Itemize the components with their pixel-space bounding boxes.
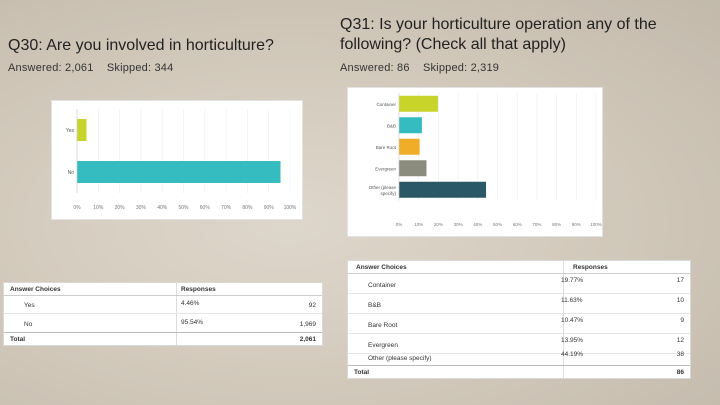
bar-container — [399, 95, 438, 112]
x-tick-label: 20% — [434, 222, 443, 227]
row-label: Evergreen — [368, 342, 398, 349]
x-tick-label: 40% — [157, 205, 168, 211]
x-tick-label: 50% — [178, 205, 189, 211]
x-tick-label: 10% — [414, 222, 423, 227]
table-total-row: Total 86 — [348, 365, 690, 378]
table-row: Yes 4.46% 92 — [4, 296, 322, 314]
row-percent: 44.19% — [561, 351, 584, 358]
bar-other — [399, 181, 487, 198]
q31-title: Q31: Is your horticulture operation any … — [340, 16, 657, 53]
category-label: Evergreen — [375, 166, 396, 171]
total-value: 2,061 — [299, 336, 316, 343]
table-row: Bare Root 10.47% 9 — [348, 314, 690, 334]
q30-answered: Answered: 2,061 — [8, 62, 94, 74]
x-tick-label: 50% — [493, 222, 502, 227]
table-row: B&B 11.63% 10 — [348, 294, 690, 314]
total-label: Total — [10, 336, 26, 343]
total-value: 86 — [676, 369, 684, 376]
row-count: 17 — [676, 277, 684, 284]
row-percent: 11.63% — [561, 297, 583, 304]
column-divider — [563, 261, 564, 378]
x-tick-label: 80% — [552, 222, 561, 227]
row-label: Other (please specify) — [368, 355, 432, 362]
category-label: No — [68, 170, 75, 176]
row-count: 92 — [308, 302, 316, 309]
x-tick-label: 100% — [284, 205, 297, 211]
row-percent: 10.47% — [561, 317, 584, 324]
q31-response-table: Answer Choices Responses Container 19.77… — [347, 260, 691, 379]
table-row: Other (please specify) 44.19% 38 — [348, 351, 690, 365]
table-total-row: Total 2,061 — [4, 332, 322, 345]
table-header: Answer Choices Responses — [4, 283, 322, 296]
row-count: 10 — [676, 297, 684, 304]
category-label: Bare Root — [376, 145, 397, 150]
q30-chart-panel: 0% 10% 20% 30% 40% 50% 60% 70% 80% 90% 100% Yes No — [51, 100, 303, 220]
x-tick-label: 20% — [115, 205, 126, 211]
q31-chart-panel: 0% 10% 20% 30% 40% 50% 60% 70% 80% 90% 100% Contain… — [347, 87, 603, 237]
bar-yes — [77, 119, 87, 141]
category-label: Other (please specify) — [369, 185, 397, 196]
row-label: Container — [368, 282, 397, 289]
x-tick-label: 60% — [200, 205, 211, 211]
q30-bar-chart: 0% 10% 20% 30% 40% 50% 60% 70% 80% 90% 100% Yes No — [66, 109, 297, 211]
row-percent: 13.95% — [561, 337, 584, 344]
x-tick-label: 40% — [473, 222, 482, 227]
q30-response-summary: Answered: 2,061 Skipped: 344 — [8, 62, 183, 74]
x-tick-label: 80% — [242, 205, 253, 211]
row-count: 38 — [676, 351, 684, 358]
row-label: No — [24, 321, 33, 328]
x-tick-label: 10% — [93, 205, 104, 211]
bar-no — [77, 161, 281, 183]
row-percent: 95.54% — [181, 319, 204, 326]
col-responses: Responses — [573, 264, 608, 271]
q31-answered: Answered: 86 — [340, 62, 410, 74]
x-tick-label: 90% — [572, 222, 581, 227]
row-label: Yes — [24, 302, 35, 309]
total-label: Total — [354, 369, 370, 376]
table-row: No 95.54% 1,969 — [4, 314, 322, 331]
x-tick-label: 70% — [221, 205, 232, 211]
col-answer-choices: Answer Choices — [10, 286, 61, 293]
table-row: Evergreen 13.95% 12 — [348, 334, 690, 354]
row-count: 1,969 — [299, 321, 316, 328]
bar-evergreen — [399, 160, 427, 177]
x-tick-label: 30% — [454, 222, 463, 227]
table-row: Container 19.77% 17 — [348, 274, 690, 294]
row-label: Bare Root — [368, 322, 398, 329]
x-tick-label: 30% — [136, 205, 147, 211]
q30-title: Q30: Are you involved in horticulture? — [8, 37, 274, 54]
row-count: 12 — [676, 337, 684, 344]
bar-bare-root — [399, 138, 420, 155]
row-count: 9 — [680, 317, 684, 324]
x-tick-label: 100% — [590, 222, 602, 227]
x-tick-label: 0% — [396, 222, 403, 227]
category-label: Yes — [66, 128, 75, 134]
category-label: Container — [376, 102, 396, 107]
table-header: Answer Choices Responses — [348, 261, 690, 274]
q31-response-summary: Answered: 86 Skipped: 2,319 — [340, 62, 509, 74]
q31-skipped: Skipped: 2,319 — [422, 62, 500, 74]
x-tick-label: 70% — [532, 222, 541, 227]
x-tick-label: 60% — [513, 222, 522, 227]
bar-bb — [399, 117, 422, 134]
row-label: B&B — [368, 302, 382, 309]
q31-bar-chart: 0% 10% 20% 30% 40% 50% 60% 70% 80% 90% 100% Contain… — [369, 93, 602, 227]
x-tick-label: 0% — [73, 205, 81, 211]
q30-response-table: Answer Choices Responses Yes 4.46% 92 No… — [3, 282, 323, 346]
row-percent: 4.46% — [181, 300, 200, 307]
col-responses: Responses — [181, 286, 216, 293]
q30-skipped: Skipped: 344 — [106, 62, 174, 74]
column-divider — [176, 283, 177, 345]
x-tick-label: 90% — [264, 205, 275, 211]
category-label: B&B — [387, 123, 396, 128]
row-percent: 19.77% — [561, 277, 584, 284]
col-answer-choices: Answer Choices — [356, 264, 407, 271]
